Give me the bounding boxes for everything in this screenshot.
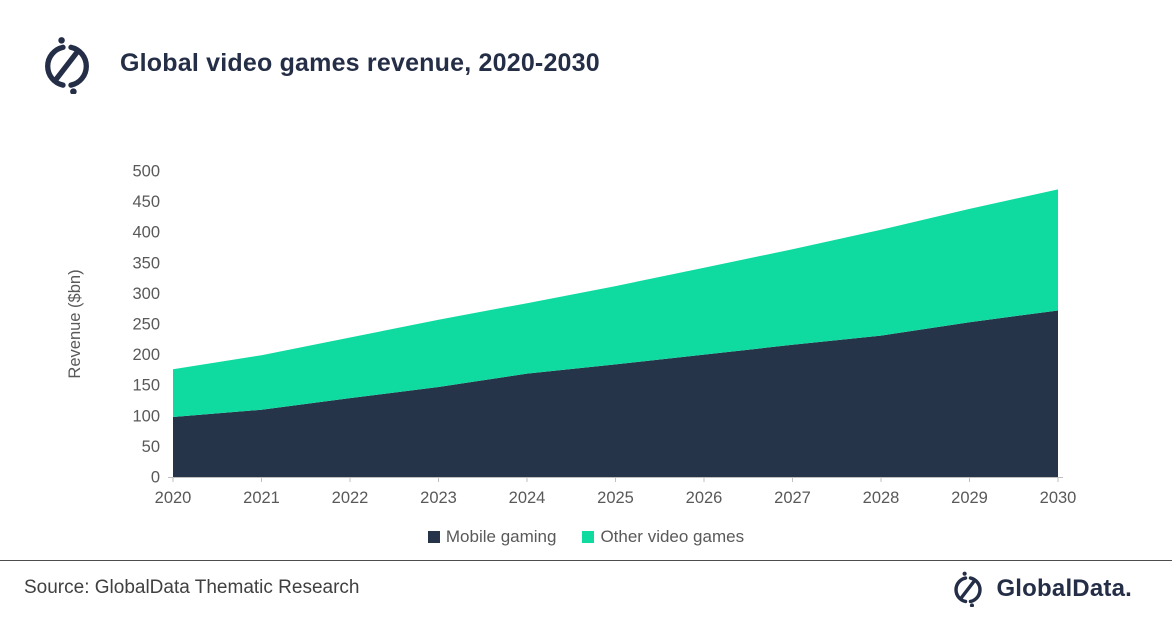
chart-legend: Mobile gaming Other video games	[0, 527, 1172, 547]
y-tick-label: 0	[151, 469, 160, 487]
footer-divider	[0, 560, 1172, 561]
x-tick-label: 2022	[332, 489, 369, 507]
x-tick-label: 2027	[774, 489, 811, 507]
legend-item-other-video-games: Other video games	[582, 527, 744, 547]
y-tick-label: 200	[132, 346, 160, 364]
y-axis-title: Revenue ($bn)	[66, 269, 84, 378]
x-tick-label: 2026	[686, 489, 723, 507]
page-title: Global video games revenue, 2020-2030	[120, 49, 600, 77]
legend-label-mobile-gaming: Mobile gaming	[445, 527, 557, 546]
x-tick-label: 2020	[155, 489, 192, 507]
y-tick-label: 400	[132, 224, 160, 242]
x-tick-label: 2030	[1040, 489, 1077, 507]
area-other-video-games	[173, 189, 1058, 417]
y-tick-label: 150	[132, 377, 160, 395]
y-tick-label: 450	[132, 193, 160, 211]
y-tick-label: 50	[142, 438, 160, 456]
y-tick-label: 250	[132, 316, 160, 334]
source-text: Source: GlobalData Thematic Research	[24, 577, 360, 598]
globaldata-logo-icon	[45, 37, 89, 94]
y-tick-label: 100	[132, 407, 160, 425]
legend-item-mobile-gaming: Mobile gaming	[427, 527, 557, 547]
y-tick-label: 500	[132, 163, 160, 181]
legend-swatch-mobile-gaming	[427, 531, 440, 543]
globaldata-logo-icon-small	[954, 571, 983, 607]
x-tick-label: 2024	[509, 489, 546, 507]
footer-brand-name: GlobalData.	[996, 575, 1132, 602]
x-tick-label: 2023	[420, 489, 457, 507]
x-tick-label: 2028	[863, 489, 900, 507]
y-tick-label: 300	[132, 285, 160, 303]
footer-brand: GlobalData.	[950, 571, 1132, 607]
area-mobile-gaming	[173, 310, 1058, 477]
x-tick-label: 2021	[243, 489, 280, 507]
x-tick-label: 2025	[597, 489, 634, 507]
x-tick-label: 2029	[951, 489, 988, 507]
legend-swatch-other-video-games	[582, 531, 595, 543]
legend-label-other-video-games: Other video games	[600, 527, 745, 546]
y-tick-label: 350	[132, 254, 160, 272]
